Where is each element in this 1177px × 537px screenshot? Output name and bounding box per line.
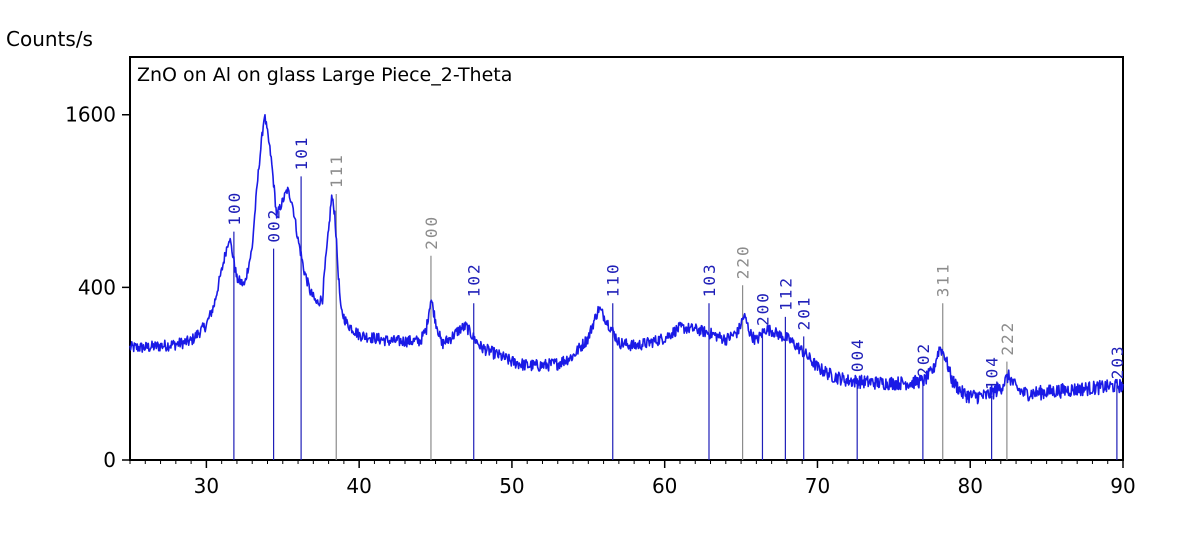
zno-reflection-label: 104 (983, 355, 1002, 390)
zno-reflection-label: 110 (604, 262, 623, 297)
x-tick-label: 40 (346, 474, 371, 498)
zno-reflection-label: 103 (700, 262, 719, 297)
y-axis-ticks: 0 400 1600 (65, 103, 130, 472)
zno-reflection-label: 102 (465, 262, 484, 297)
zno-reflection-label: 201 (795, 296, 814, 331)
x-tick-label: 60 (652, 474, 677, 498)
zno-reflection-label: 004 (848, 337, 867, 372)
zno-reflection-label: 002 (265, 208, 284, 243)
zno-reflection-label: 202 (914, 342, 933, 377)
x-tick-label: 80 (958, 474, 983, 498)
x-tick-label: 90 (1110, 474, 1135, 498)
x-axis-ticks: 30 40 50 60 70 80 90 (194, 460, 1136, 498)
zno-reflection-label: 100 (225, 191, 244, 226)
x-tick-label: 30 (194, 474, 219, 498)
chart-title: ZnO on Al on glass Large Piece_2-Theta (137, 64, 512, 86)
y-tick-label: 1600 (65, 103, 116, 127)
al-reflection-label: 311 (934, 262, 953, 297)
al-reflection-label: 220 (734, 244, 753, 279)
al-reflection-label: 222 (998, 321, 1017, 356)
zno-reflection-label: 203 (1108, 344, 1127, 379)
zno-reflection-label: 200 (753, 291, 772, 326)
x-minor-ticks (129, 460, 1109, 464)
diffraction-pattern-line (129, 114, 1124, 405)
al-reflection-label: 111 (327, 153, 346, 188)
y-axis-label: Counts/s (6, 27, 93, 51)
y-tick-label: 0 (103, 448, 116, 472)
x-tick-label: 70 (805, 474, 830, 498)
y-tick-label: 400 (78, 275, 116, 299)
x-tick-label: 50 (499, 474, 524, 498)
zno-reflection-label: 112 (776, 276, 795, 311)
zno-reflection-label: 101 (292, 135, 311, 170)
reference-lines (233, 176, 1118, 460)
al-reflection-label: 200 (422, 215, 441, 250)
plot-frame (129, 56, 1124, 461)
